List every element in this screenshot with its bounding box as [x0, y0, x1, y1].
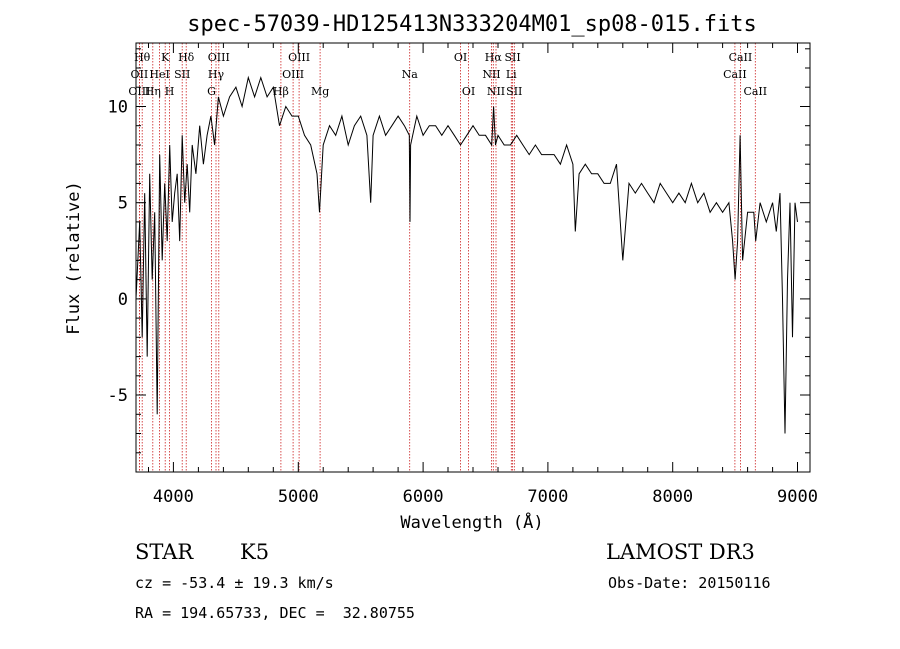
line-label-16: Na [402, 68, 419, 81]
spectrum-line [135, 75, 798, 434]
line-label-24: SII [506, 85, 522, 98]
coordinates: RA = 194.65733, DEC = 32.80755 [135, 604, 415, 622]
y-tick-label: 10 [108, 98, 128, 118]
y-tick-label: 5 [118, 194, 128, 214]
line-label-22: SII [504, 51, 520, 64]
obs-date: Obs-Date: 20150116 [608, 574, 771, 592]
line-label-1: OII [131, 68, 149, 81]
line-label-7: Hδ [178, 51, 195, 64]
line-label-18: OI [462, 85, 475, 98]
line-label-6: H [165, 85, 175, 98]
line-label-11: G [207, 85, 216, 98]
line-label-3: Hη [145, 85, 161, 98]
survey-name: LAMOST DR3 [606, 540, 755, 564]
x-tick-label: 6000 [403, 487, 444, 507]
x-tick-label: 5000 [278, 487, 319, 507]
x-tick-label: 7000 [527, 487, 568, 507]
line-label-2: OIII [128, 85, 150, 98]
line-label-12: Hβ [273, 85, 289, 98]
line-label-13: OIII [288, 51, 310, 64]
x-axis-label: Wavelength (Å) [400, 511, 543, 533]
line-label-19: Hα [485, 51, 503, 64]
redshift-text: cz = -53.4 ± 19.3 km/s [135, 574, 334, 592]
line-label-23: Li [506, 68, 517, 81]
line-label-4: K [161, 51, 170, 64]
line-label-8: SII [174, 68, 190, 81]
line-label-0: Hθ [134, 51, 151, 64]
line-label-21: NII [487, 85, 505, 98]
y-tick-label: -5 [108, 386, 128, 406]
line-label-17: OI [454, 51, 467, 64]
line-label-26: CaII [723, 68, 747, 81]
line-label-10: Hγ [208, 68, 225, 81]
x-tick-label: 4000 [153, 487, 194, 507]
y-tick-label: 0 [118, 290, 128, 310]
x-tick-label: 9000 [777, 487, 818, 507]
line-label-14: OIII [282, 68, 304, 81]
line-label-20: NII [482, 68, 500, 81]
x-axis: 4000 5000 6000 7000 8000 9000 [148, 43, 818, 507]
line-label-25: CaII [729, 51, 753, 64]
y-axis-label: Flux (relative) [64, 181, 84, 335]
subclass: K5 [240, 540, 270, 564]
spectrum-series [135, 75, 798, 434]
emission-line-markers [138, 43, 756, 472]
line-label-9: OIII [208, 51, 230, 64]
line-label-27: CaII [743, 85, 767, 98]
chart-title: spec-57039-HD125413N333204M01_sp08-015.f… [187, 12, 757, 37]
line-label-5: HeI [149, 68, 169, 81]
y-axis: -5 0 5 10 [108, 48, 810, 454]
object-type: STAR [135, 540, 194, 564]
line-label-15: Mg [311, 85, 329, 98]
plot-frame [135, 42, 811, 473]
x-tick-label: 8000 [652, 487, 693, 507]
